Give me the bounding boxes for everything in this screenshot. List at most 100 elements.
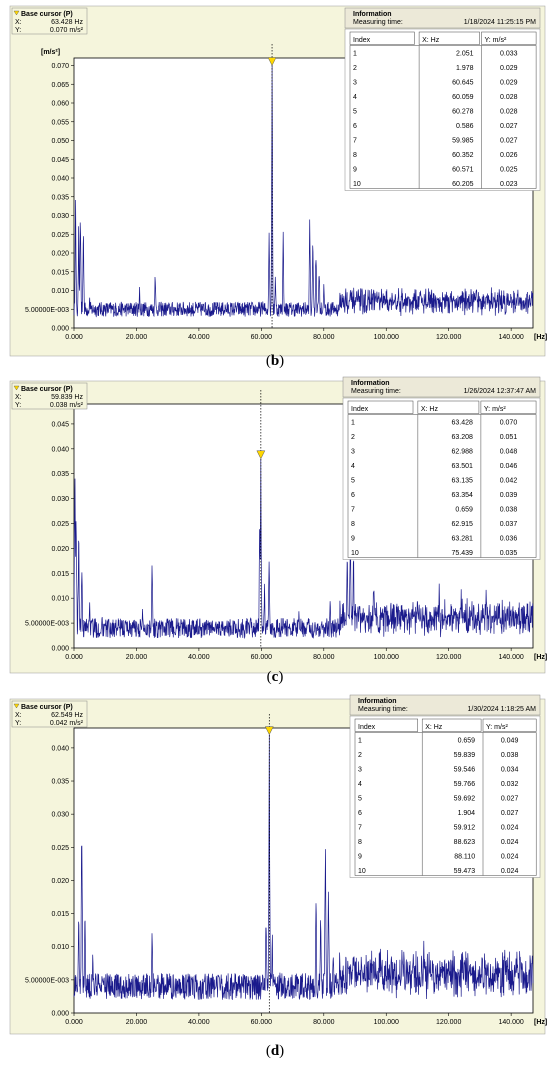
x-tick-label: 100.000	[374, 1019, 399, 1026]
info-cell-y: 0.029	[500, 65, 518, 72]
info-cell-y: 0.027	[500, 138, 518, 145]
info-cell-x: 59.912	[454, 825, 476, 832]
cursor-y-value: 0.070 m/s²	[50, 27, 84, 34]
info-cell-index: 9	[358, 854, 362, 861]
figure-caption-b: (b)	[0, 353, 550, 370]
cursor-marker[interactable]	[256, 450, 266, 460]
info-cell-x: 59.766	[454, 781, 476, 788]
y-tick-label: 0.000	[51, 646, 69, 653]
base-cursor-box	[11, 382, 88, 410]
info-cell-x: 59.473	[454, 868, 476, 875]
x-axis-label: [Hz]	[534, 334, 547, 341]
x-tick-label: 80.000	[313, 1019, 335, 1026]
x-tick-label: 140.000	[498, 334, 523, 341]
y-tick-label: 0.040	[51, 446, 69, 453]
cursor-marker[interactable]	[264, 726, 274, 736]
info-cell-y: 0.024	[501, 854, 519, 861]
info-cell-y: 0.024	[501, 825, 519, 832]
info-cell-index: 6	[351, 492, 355, 499]
info-col-header-cell	[347, 400, 414, 414]
y-tick-label: 0.055	[51, 119, 69, 126]
info-cell-y: 0.042	[500, 478, 518, 485]
caption-paren: (	[265, 1043, 271, 1059]
x-tick-label: 60.000	[251, 334, 273, 341]
info-table-body	[349, 45, 537, 189]
info-col-header: Index	[351, 406, 369, 413]
info-cell-index: 5	[358, 796, 362, 803]
spectrum-series	[73, 734, 534, 1001]
caption-paren: (	[266, 669, 272, 685]
info-col-header: X: Hz	[421, 406, 439, 413]
info-cell-index: 6	[353, 123, 357, 130]
info-cell-y: 0.035	[500, 550, 518, 557]
info-table-body	[347, 414, 537, 558]
info-col-header-cell	[349, 31, 415, 45]
info-cell-y: 0.027	[501, 796, 519, 803]
base-cursor-box	[11, 7, 88, 35]
info-cell-y: 0.036	[500, 536, 518, 543]
cursor-y-value: 0.042 m/s²	[50, 720, 84, 727]
y-axis-label: [m/s²]	[41, 49, 60, 56]
info-cell-index: 10	[351, 550, 359, 557]
info-cell-index: 9	[353, 167, 357, 174]
measuring-time-label: Measuring time:	[358, 706, 408, 713]
cursor-marker[interactable]	[267, 57, 277, 67]
y-tick-label: 0.035	[51, 471, 69, 478]
measuring-time-value: 1/30/2024 1:18:25 AM	[468, 706, 537, 713]
info-cell-y: 0.023	[500, 181, 518, 188]
x-tick-label: 40.000	[188, 334, 210, 341]
y-tick-label: 0.050	[51, 138, 69, 145]
info-cell-index: 2	[358, 752, 362, 759]
info-col-header: Y: m/s²	[484, 406, 506, 413]
info-cell-index: 5	[351, 478, 355, 485]
info-cell-y: 0.027	[500, 123, 518, 130]
info-cell-x: 1.978	[456, 65, 474, 72]
x-tick-label: 140.000	[498, 654, 523, 661]
caption-paren: )	[279, 1043, 285, 1059]
y-tick-label: 0.070	[51, 63, 69, 70]
y-tick-label: 0.015	[51, 571, 69, 578]
caption-paren: )	[278, 669, 284, 685]
info-col-header: Index	[353, 37, 371, 44]
info-col-header-cell	[482, 718, 537, 732]
info-cell-y: 0.039	[500, 492, 518, 499]
info-cell-y: 0.024	[501, 839, 519, 846]
caption-letter: d	[270, 1043, 280, 1059]
info-title: Information	[353, 11, 392, 18]
info-cell-index: 8	[353, 152, 357, 159]
info-cell-index: 8	[351, 521, 355, 528]
y-tick-label: 0.045	[51, 421, 69, 428]
info-cell-y: 0.026	[500, 152, 518, 159]
info-cell-y: 0.028	[500, 109, 518, 116]
info-cell-x: 88.110	[454, 854, 475, 861]
info-cell-index: 10	[358, 868, 366, 875]
info-cell-y: 0.034	[501, 767, 519, 774]
info-cell-y: 0.025	[500, 167, 518, 174]
x-tick-label: 0.000	[65, 654, 83, 661]
info-cell-index: 8	[358, 839, 362, 846]
x-tick-label: 100.000	[374, 654, 399, 661]
y-tick-label: 0.040	[51, 176, 69, 183]
info-cell-x: 63.354	[452, 492, 474, 499]
cursor-x-value: 59.839 Hz	[51, 394, 83, 401]
info-cell-x: 2.051	[456, 51, 474, 58]
info-cell-x: 0.659	[455, 507, 473, 514]
y-tick-label: 0.030	[51, 812, 69, 819]
x-tick-label: 120.000	[436, 1019, 461, 1026]
y-tick-label: 0.015	[51, 911, 69, 918]
info-cell-y: 0.049	[501, 738, 519, 745]
measuring-time-value: 1/18/2024 11:25:15 PM	[464, 19, 536, 26]
info-cell-x: 60.205	[452, 181, 474, 188]
y-tick-label: 0.030	[51, 213, 69, 220]
x-tick-label: 40.000	[188, 654, 210, 661]
cursor-x-label: X:	[15, 19, 22, 26]
info-table	[349, 715, 541, 878]
measuring-time-label: Measuring time:	[353, 19, 403, 26]
y-tick-label: 0.025	[51, 232, 69, 239]
y-tick-label: 0.035	[51, 779, 69, 786]
info-cell-x: 60.278	[452, 109, 474, 116]
info-cell-x: 63.428	[452, 420, 474, 427]
info-header	[349, 694, 541, 716]
info-col-header: X: Hz	[422, 37, 440, 44]
